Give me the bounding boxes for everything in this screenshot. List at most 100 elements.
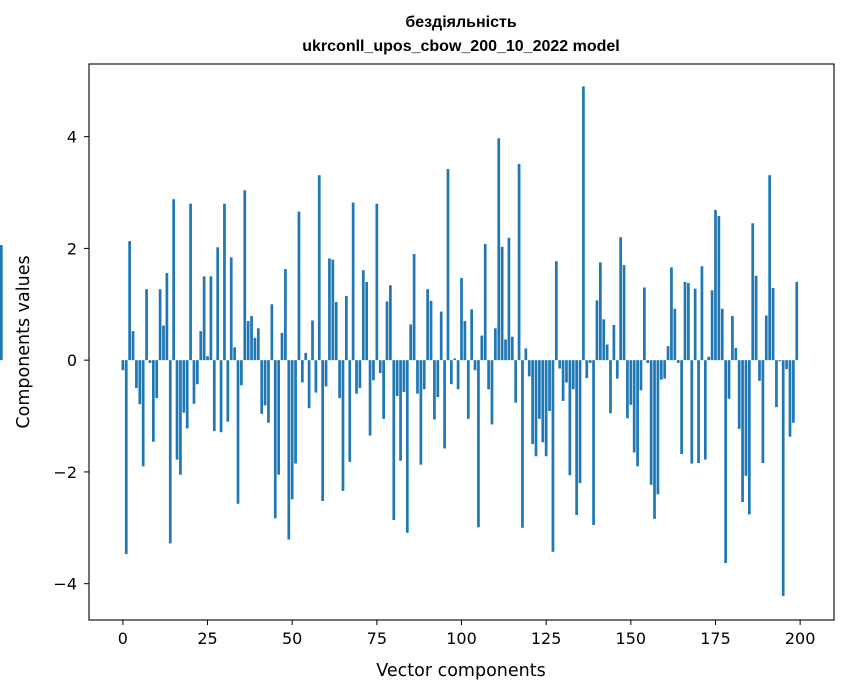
x-tick-label-150: 150 bbox=[616, 629, 647, 648]
bars-group bbox=[0, 86, 799, 596]
bar-21 bbox=[192, 360, 196, 404]
bar-81 bbox=[395, 360, 399, 396]
bar-149 bbox=[626, 360, 629, 419]
bar-94 bbox=[439, 311, 443, 361]
bar-162 bbox=[670, 267, 673, 361]
bar-130 bbox=[561, 360, 565, 401]
bar-181 bbox=[734, 347, 738, 361]
x-tick-label-0: 0 bbox=[118, 629, 128, 648]
bar-133 bbox=[571, 360, 575, 390]
bar-102 bbox=[466, 360, 470, 419]
bar-88 bbox=[419, 360, 423, 465]
bar-93 bbox=[436, 360, 440, 398]
y-axis-label: Components values bbox=[14, 255, 34, 428]
x-tick-label-25: 25 bbox=[197, 629, 217, 648]
bar-169 bbox=[693, 288, 697, 361]
bar-83 bbox=[402, 360, 406, 393]
bar-16 bbox=[175, 360, 179, 460]
bar-82 bbox=[399, 360, 402, 461]
bar-196 bbox=[785, 360, 788, 370]
bar-30 bbox=[223, 203, 226, 361]
bar-184 bbox=[744, 360, 748, 476]
bar-64 bbox=[338, 360, 341, 399]
bar-167 bbox=[687, 283, 690, 361]
bar-109 bbox=[490, 360, 494, 425]
bar-23 bbox=[199, 331, 203, 361]
x-axis-label: Vector components bbox=[376, 661, 545, 681]
bar-22 bbox=[196, 360, 199, 385]
x-tick-label-200: 200 bbox=[785, 629, 816, 648]
bar-198 bbox=[792, 360, 795, 423]
bar-136 bbox=[582, 86, 585, 361]
bar-91 bbox=[429, 300, 433, 361]
bar-34 bbox=[236, 360, 240, 504]
bar-135 bbox=[578, 360, 582, 484]
bar-159 bbox=[659, 360, 663, 380]
bar-48 bbox=[284, 269, 287, 361]
bar-125 bbox=[544, 360, 548, 457]
bar-29 bbox=[219, 360, 223, 433]
bar-164 bbox=[676, 360, 680, 363]
bar-115 bbox=[510, 336, 514, 361]
bar-42 bbox=[263, 360, 267, 406]
bar-5 bbox=[138, 360, 142, 405]
bar-47 bbox=[280, 332, 284, 361]
bar-50 bbox=[290, 360, 294, 500]
bar-86 bbox=[412, 253, 416, 361]
bar-194 bbox=[778, 360, 782, 362]
bar-147 bbox=[619, 237, 623, 361]
bar-67 bbox=[348, 360, 352, 462]
bar-12 bbox=[162, 325, 165, 361]
bar-36 bbox=[243, 190, 247, 361]
bar-53 bbox=[300, 360, 304, 383]
bar-128 bbox=[554, 261, 558, 361]
bar-199 bbox=[795, 281, 799, 361]
y-tick-label-0: 0 bbox=[67, 351, 77, 370]
bar-85 bbox=[409, 324, 413, 361]
bar-99 bbox=[456, 360, 460, 390]
bar-13 bbox=[165, 272, 169, 361]
bar-77 bbox=[382, 360, 385, 419]
bar-14 bbox=[168, 360, 172, 544]
bar-186 bbox=[751, 223, 755, 361]
bar-148 bbox=[622, 265, 626, 361]
bar-2 bbox=[128, 241, 131, 361]
chart-title: бездіяльність bbox=[405, 14, 517, 31]
bar-183 bbox=[741, 360, 744, 503]
bar-80 bbox=[392, 360, 396, 520]
bar-170 bbox=[697, 360, 700, 463]
bar-92 bbox=[433, 360, 436, 420]
bar-144 bbox=[609, 360, 612, 414]
bar-69 bbox=[355, 360, 358, 394]
bar-45 bbox=[273, 360, 277, 519]
bar-63 bbox=[334, 302, 338, 361]
bar-139 bbox=[592, 360, 595, 525]
bar-98 bbox=[453, 358, 457, 361]
bar-105 bbox=[477, 360, 480, 528]
bar-163 bbox=[673, 308, 677, 361]
bar-179 bbox=[727, 360, 731, 399]
bar-68 bbox=[351, 202, 355, 361]
bar-100 bbox=[460, 278, 463, 361]
bar-165 bbox=[680, 360, 683, 455]
bar-190 bbox=[764, 315, 768, 361]
bar-103 bbox=[470, 309, 474, 361]
bar-168 bbox=[690, 360, 694, 464]
bar-101 bbox=[463, 321, 467, 361]
bar-27 bbox=[212, 360, 216, 432]
bar-153 bbox=[639, 360, 643, 391]
y-tick-label-4: 4 bbox=[67, 128, 77, 147]
bar-73 bbox=[368, 360, 372, 436]
bar-134 bbox=[575, 360, 578, 515]
x-tick-label-175: 175 bbox=[700, 629, 731, 648]
bar-137 bbox=[585, 360, 589, 379]
bar-107 bbox=[483, 243, 487, 361]
bar-154 bbox=[643, 287, 646, 361]
bar-71 bbox=[361, 270, 365, 361]
bar-142 bbox=[602, 319, 606, 361]
bar-39 bbox=[253, 337, 257, 361]
bar-0 bbox=[121, 360, 125, 371]
bar-32 bbox=[229, 257, 233, 361]
bar-75 bbox=[375, 203, 379, 361]
